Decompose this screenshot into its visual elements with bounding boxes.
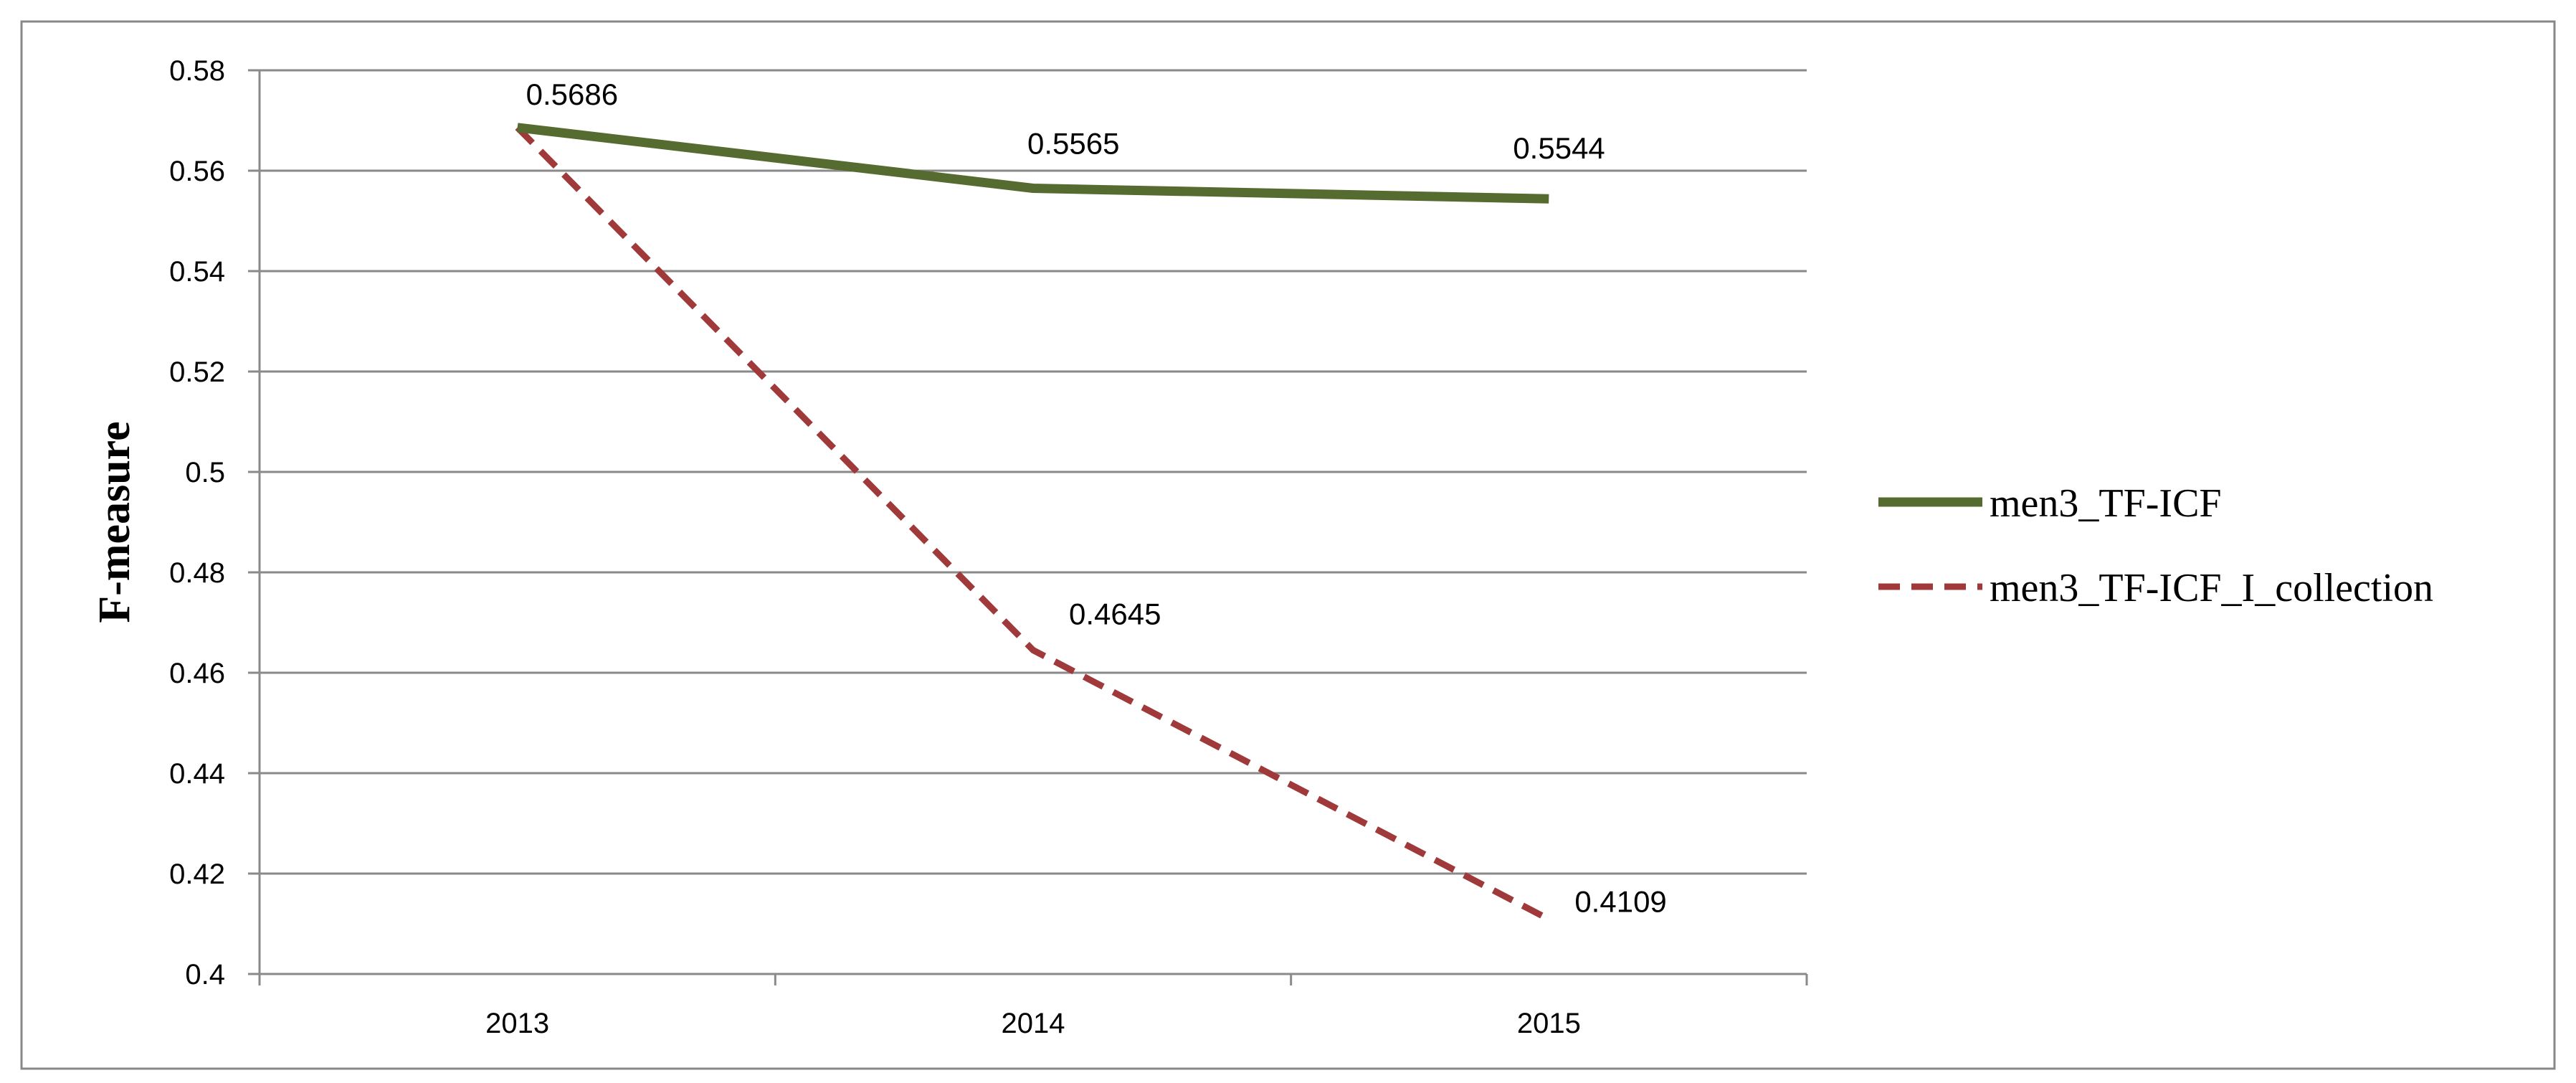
y-tick-labels: 0.4 0.42 0.44 0.46 0.48 0.5 0.52 0.54 0.56 0.58	[169, 55, 260, 990]
data-label-series-2-2014: 0.4645	[1069, 597, 1161, 631]
y-tick-label-9: 0.58	[169, 55, 225, 87]
legend-label-series-1: men3_TF-ICF	[1990, 481, 2222, 526]
gridlines	[260, 69, 1807, 875]
axes	[258, 70, 1807, 975]
y-axis-title: F-measure	[90, 421, 139, 623]
x-tick-label-2013: 2013	[485, 1008, 549, 1039]
y-tick-label-8: 0.56	[169, 156, 225, 187]
legend: men3_TF-ICF men3_TF-ICF_I_collection	[1878, 481, 2433, 610]
data-label-series-1-2015: 0.5544	[1513, 131, 1605, 165]
y-tick-label-0: 0.4	[185, 959, 225, 990]
data-label-series-2-2015: 0.4109	[1574, 885, 1666, 919]
chart-frame	[20, 20, 2556, 1070]
data-label-series-1-2013: 0.5686	[526, 77, 618, 111]
series-line-1	[516, 123, 1549, 204]
y-tick-label-3: 0.46	[169, 658, 225, 689]
data-labels: 0.5686 0.5565 0.5544 0.4645 0.4109	[526, 77, 1667, 919]
y-tick-label-4: 0.48	[169, 557, 225, 589]
y-tick-label-6: 0.52	[169, 356, 225, 388]
y-tick-label-5: 0.5	[185, 457, 225, 488]
y-tick-label-1: 0.42	[169, 859, 225, 890]
series-lines	[515, 123, 1551, 922]
y-tick-label-7: 0.54	[169, 256, 225, 288]
x-tick-label-2014: 2014	[1002, 1008, 1065, 1039]
data-label-series-1-2014: 0.5565	[1027, 127, 1119, 161]
legend-label-series-2: men3_TF-ICF_I_collection	[1990, 566, 2433, 610]
series-line-2	[515, 125, 1551, 922]
x-tick-label-2015: 2015	[1517, 1008, 1581, 1039]
y-tick-label-2: 0.44	[169, 758, 225, 790]
x-tick-labels: 2013 2014 2015	[258, 974, 1808, 1039]
